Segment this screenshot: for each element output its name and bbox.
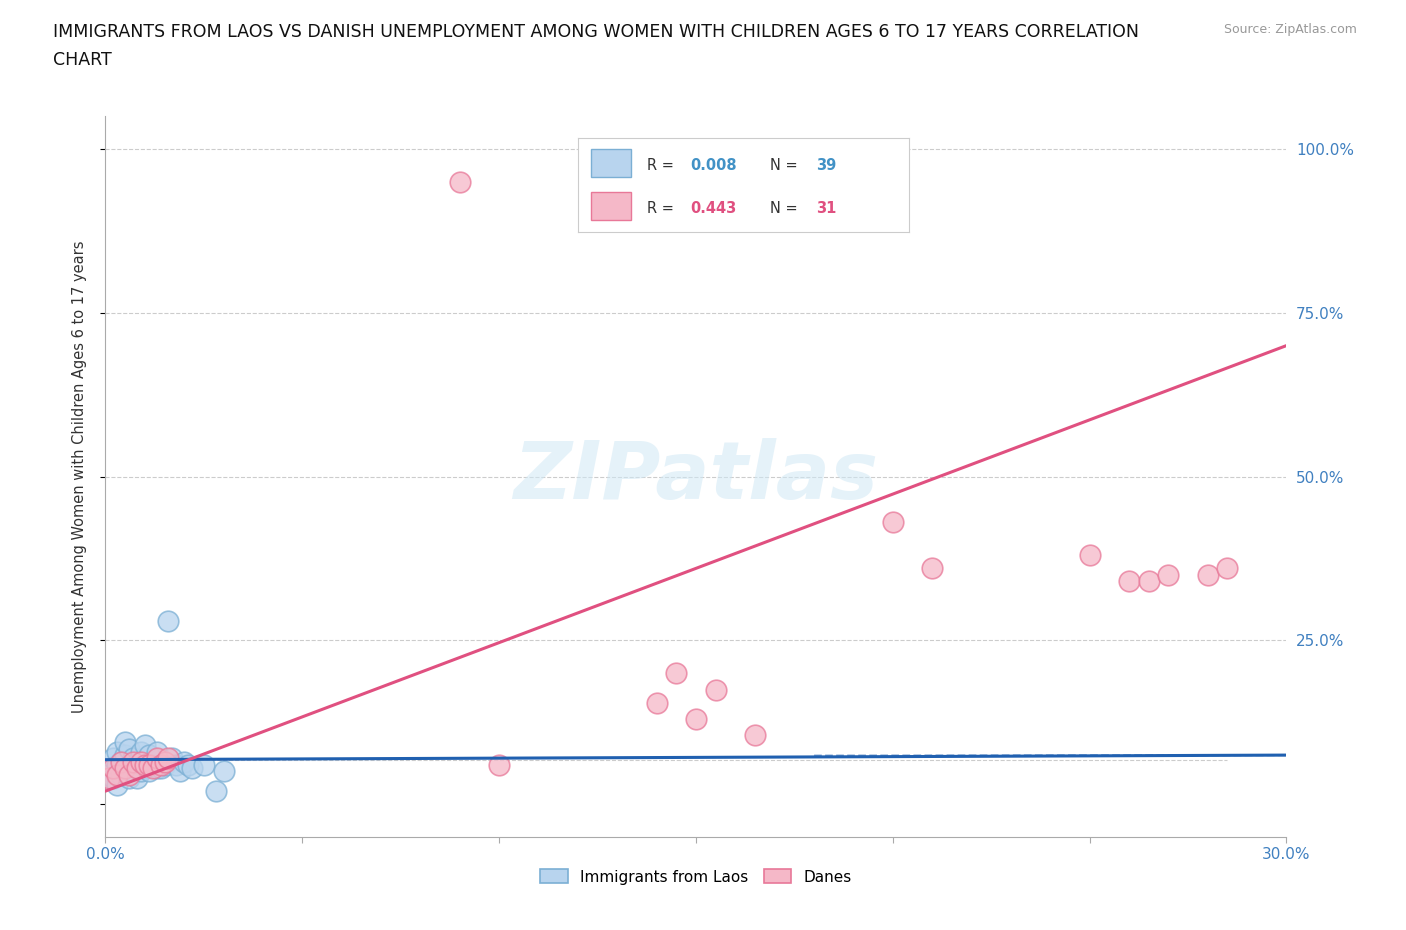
Point — [105, 744, 128, 759]
Point — [882, 515, 904, 530]
Point — [744, 728, 766, 743]
Legend: Immigrants from Laos, Danes: Immigrants from Laos, Danes — [534, 863, 858, 891]
Point — [181, 761, 204, 776]
Point — [110, 767, 132, 782]
Point — [103, 751, 125, 765]
Y-axis label: Unemployment Among Women with Children Ages 6 to 17 years: Unemployment Among Women with Children A… — [72, 240, 87, 713]
Point — [105, 757, 128, 772]
Point — [125, 771, 148, 786]
Point — [1137, 574, 1160, 589]
Point — [129, 744, 152, 759]
Point — [122, 764, 145, 779]
Point — [157, 751, 180, 765]
Point — [138, 757, 160, 772]
Point — [1078, 548, 1101, 563]
Point — [134, 737, 156, 752]
Point — [138, 748, 160, 763]
Point — [165, 757, 187, 772]
Point — [110, 754, 132, 769]
Point — [122, 751, 145, 765]
Point — [118, 767, 141, 782]
Point — [98, 771, 121, 786]
Text: ZIPatlas: ZIPatlas — [513, 438, 879, 515]
Point — [98, 764, 121, 779]
Point — [122, 754, 145, 769]
Point — [704, 682, 727, 697]
Point — [114, 735, 136, 750]
Point — [1157, 567, 1180, 582]
Point — [129, 764, 152, 779]
Point — [162, 751, 184, 765]
Point — [103, 771, 125, 786]
Point — [114, 761, 136, 776]
Point — [103, 761, 125, 776]
Point — [142, 761, 165, 776]
Point — [177, 757, 200, 772]
Point — [204, 784, 226, 799]
Text: Source: ZipAtlas.com: Source: ZipAtlas.com — [1223, 23, 1357, 36]
Point — [114, 748, 136, 763]
Point — [134, 757, 156, 772]
Point — [193, 757, 215, 772]
Point — [145, 761, 167, 776]
Text: IMMIGRANTS FROM LAOS VS DANISH UNEMPLOYMENT AMONG WOMEN WITH CHILDREN AGES 6 TO : IMMIGRANTS FROM LAOS VS DANISH UNEMPLOYM… — [53, 23, 1139, 41]
Point — [1197, 567, 1219, 582]
Point — [153, 754, 176, 769]
Point — [118, 757, 141, 772]
Point — [449, 174, 471, 189]
Point — [149, 761, 172, 776]
Text: CHART: CHART — [53, 51, 112, 69]
Point — [173, 754, 195, 769]
Point — [105, 767, 128, 782]
Point — [118, 771, 141, 786]
Point — [212, 764, 235, 779]
Point — [110, 754, 132, 769]
Point — [105, 777, 128, 792]
Point — [488, 757, 510, 772]
Point — [169, 764, 191, 779]
Point — [145, 744, 167, 759]
Point — [1216, 561, 1239, 576]
Point — [149, 757, 172, 772]
Point — [685, 711, 707, 726]
Point — [1118, 574, 1140, 589]
Point — [142, 757, 165, 772]
Point — [157, 614, 180, 629]
Point — [665, 666, 688, 681]
Point — [145, 751, 167, 765]
Point — [125, 761, 148, 776]
Point — [138, 764, 160, 779]
Point — [153, 757, 176, 772]
Point — [125, 754, 148, 769]
Point — [129, 754, 152, 769]
Point — [134, 761, 156, 776]
Point — [118, 741, 141, 756]
Point — [645, 696, 668, 711]
Point — [114, 764, 136, 779]
Point — [921, 561, 943, 576]
